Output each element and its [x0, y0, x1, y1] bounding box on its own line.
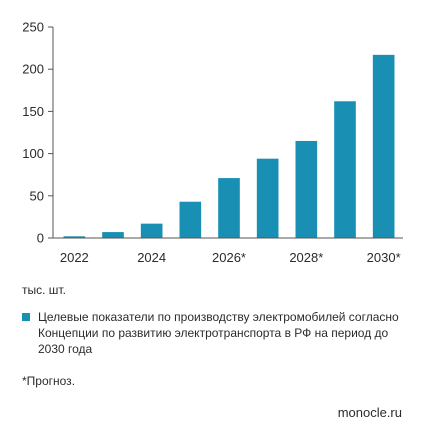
- y-tick-label: 250: [22, 20, 44, 35]
- y-tick-label: 50: [30, 188, 44, 203]
- x-tick-label: 2030*: [367, 250, 401, 265]
- bar-2027: [256, 158, 279, 238]
- brand-label: monocle.ru: [337, 405, 402, 420]
- bar-series: [63, 54, 395, 238]
- unit-label: тыс. шт.: [22, 283, 66, 297]
- footnote: *Прогноз.: [22, 374, 76, 388]
- bar-chart: 0 50 100 150 200 250 2022 2024 2026* 2028* 2030*: [22, 20, 403, 265]
- bar-2029: [334, 101, 356, 238]
- y-tick-label: 100: [22, 146, 44, 161]
- bar-2030: [372, 54, 395, 238]
- bar-2023: [102, 232, 124, 238]
- x-tick-label: 2024: [137, 250, 166, 265]
- x-tick-label: 2028*: [289, 250, 323, 265]
- legend: Целевые показатели по производству элект…: [22, 309, 407, 357]
- y-axis: 0 50 100 150 200 250: [22, 20, 54, 246]
- x-tick-label: 2026*: [212, 250, 246, 265]
- y-tick-label: 0: [37, 231, 44, 246]
- legend-text: Целевые показатели по производству элект…: [38, 310, 399, 356]
- y-tick-label: 200: [22, 62, 44, 77]
- bar-2022: [63, 236, 86, 238]
- bar-2024: [140, 223, 163, 238]
- x-tick-label: 2022: [60, 250, 89, 265]
- legend-swatch: [22, 313, 30, 321]
- y-tick-label: 150: [22, 104, 44, 119]
- bar-2025: [179, 201, 202, 238]
- x-axis: 2022 2024 2026* 2028* 2030*: [53, 237, 403, 265]
- bar-2028: [295, 140, 318, 238]
- bar-2026: [218, 178, 240, 238]
